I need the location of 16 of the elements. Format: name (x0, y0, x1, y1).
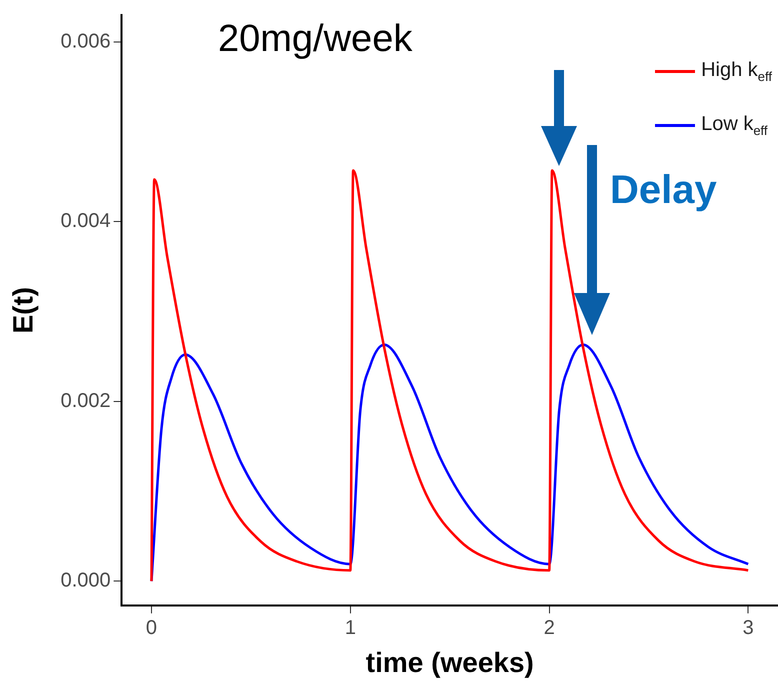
legend-label: High k$_{eff}$ (701, 58, 772, 84)
y-tick-label: 0.002 (60, 390, 111, 412)
x-tick-label: 1 (344, 616, 356, 639)
y-tick-label: 0.000 (60, 570, 111, 592)
line-series (150, 344, 750, 582)
x-axis-title: time (weeks) (366, 646, 534, 678)
annotation: Delay (610, 168, 717, 213)
x-tick-label: 3 (742, 616, 754, 639)
line-series (150, 169, 750, 582)
y-tick-label: 0.006 (60, 30, 111, 52)
legend-label: Low k$_{eff}$ (701, 112, 768, 138)
x-tick-label: 2 (544, 616, 555, 639)
x-tick-label: 0 (146, 616, 158, 639)
chart-title: 20mg/week (218, 18, 412, 61)
y-axis-title: E(t) (8, 286, 39, 334)
y-tick-label: 0.004 (60, 210, 111, 232)
